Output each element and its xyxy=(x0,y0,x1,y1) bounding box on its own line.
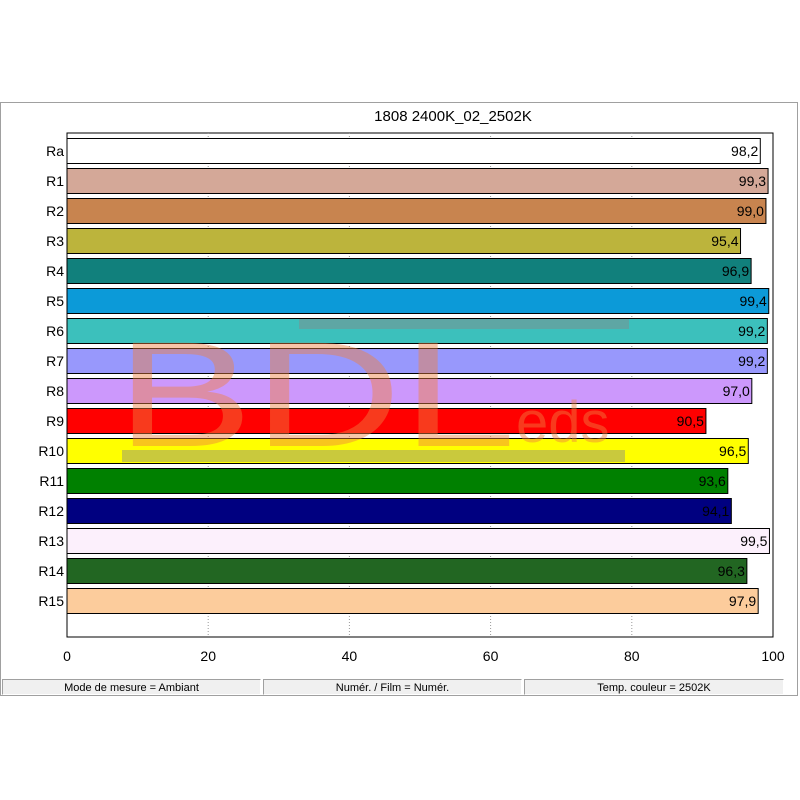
watermark-bar-top xyxy=(299,319,629,329)
value-label: 96,5 xyxy=(719,443,746,459)
category-label: R10 xyxy=(38,443,64,459)
watermark-bar-bottom xyxy=(122,450,625,462)
watermark-text-main: BDL xyxy=(116,310,516,478)
value-label: 97,9 xyxy=(729,593,756,609)
bar xyxy=(66,168,769,194)
bar xyxy=(66,198,767,224)
value-label: 96,3 xyxy=(718,563,745,579)
bar xyxy=(66,468,729,494)
status-film: Numér. / Film = Numér. xyxy=(263,679,522,695)
watermark-text-sub: eds xyxy=(516,390,610,455)
bar xyxy=(66,378,753,404)
bar xyxy=(66,138,761,164)
value-label: 96,9 xyxy=(722,263,749,279)
status-measure-mode: Mode de mesure = Ambiant xyxy=(2,679,261,695)
category-label: R3 xyxy=(46,233,64,249)
value-label: 99,2 xyxy=(738,323,765,339)
chart-title: 1808 2400K_02_2502K xyxy=(374,108,532,125)
value-label: 98,2 xyxy=(731,143,758,159)
bar xyxy=(66,498,732,524)
bar xyxy=(66,588,759,614)
x-tick-label: 100 xyxy=(761,648,785,664)
value-label: 93,6 xyxy=(699,473,726,489)
bar xyxy=(66,228,742,254)
category-label: R4 xyxy=(46,263,64,279)
x-tick-label: 40 xyxy=(342,648,358,664)
category-label: R11 xyxy=(39,473,64,489)
category-label: R13 xyxy=(38,533,64,549)
value-label: 99,3 xyxy=(739,173,766,189)
value-label: 99,0 xyxy=(737,203,764,219)
category-label: Ra xyxy=(46,143,64,159)
value-label: 95,4 xyxy=(711,233,738,249)
watermark-logo: BDL eds xyxy=(116,310,629,478)
category-label: R2 xyxy=(46,203,64,219)
value-label: 90,5 xyxy=(677,413,704,429)
category-label: R14 xyxy=(38,563,64,579)
category-label: R5 xyxy=(46,293,64,309)
bar xyxy=(66,408,707,434)
value-label: 99,4 xyxy=(740,293,767,309)
bar xyxy=(66,258,752,284)
x-tick-label: 0 xyxy=(63,648,71,664)
status-color-temp: Temp. couleur = 2502K xyxy=(524,679,784,695)
value-label: 99,2 xyxy=(738,353,765,369)
category-label: R8 xyxy=(46,383,64,399)
bar xyxy=(66,348,768,374)
category-label: R1 xyxy=(46,173,64,189)
category-label: R7 xyxy=(46,353,64,369)
status-bar: Mode de mesure = Ambiant Numér. / Film =… xyxy=(1,679,798,697)
value-label: 94,1 xyxy=(702,503,729,519)
bar xyxy=(66,288,770,314)
category-label: R9 xyxy=(46,413,64,429)
cri-bar-chart: 1808 2400K_02_2502K 0 20 40 60 80 100 Ra 98,2 R1 9… xyxy=(38,108,785,664)
category-label: R15 xyxy=(38,593,64,609)
bar xyxy=(66,318,768,344)
category-label: R12 xyxy=(38,503,64,519)
value-label: 99,5 xyxy=(740,533,767,549)
bar xyxy=(66,438,749,464)
chart-window: 1808 2400K_02_2502K 0 20 40 60 80 100 Ra 98,2 R1 9… xyxy=(0,102,798,696)
bar xyxy=(66,558,748,584)
x-tick-label: 80 xyxy=(624,648,640,664)
category-label: R6 xyxy=(46,323,64,339)
x-tick-label: 60 xyxy=(483,648,499,664)
bar xyxy=(66,528,770,554)
value-label: 97,0 xyxy=(723,383,750,399)
x-tick-label: 20 xyxy=(200,648,216,664)
